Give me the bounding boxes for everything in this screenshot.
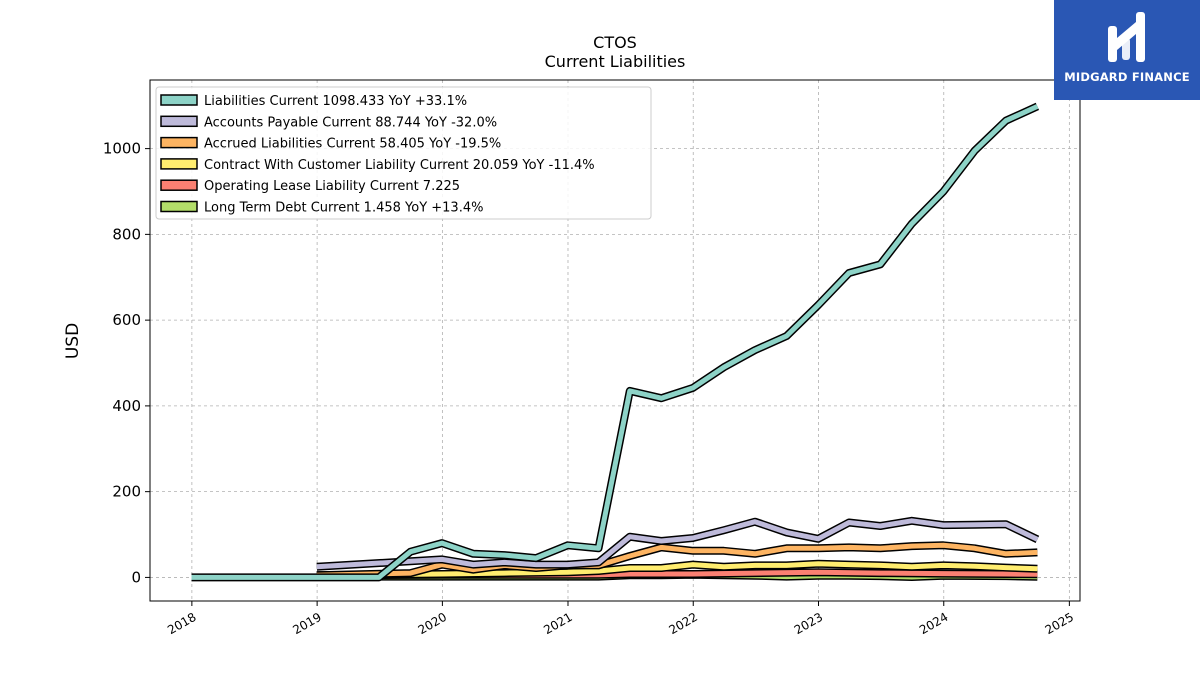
- legend-entry: Accrued Liabilities Current 58.405 YoY -…: [204, 137, 501, 152]
- legend-swatch: [160, 94, 198, 106]
- x-tick-label: 2024: [917, 610, 950, 637]
- legend-swatch: [160, 115, 198, 128]
- legend-entry: Long Term Debt Current 1.458 YoY +13.4%: [204, 201, 483, 216]
- x-tick-label: 2023: [792, 610, 825, 637]
- chart-subtitle: Current Liabilities: [545, 52, 686, 71]
- series-line: [316, 518, 1039, 570]
- legend-entry: Liabilities Current 1098.433 YoY +33.1%: [204, 94, 467, 109]
- legend-swatch: [160, 179, 198, 191]
- x-tick-label: 2018: [165, 610, 198, 637]
- series-line: [316, 542, 1038, 578]
- y-tick-label: 1000: [103, 140, 141, 158]
- plot-frame: [149, 79, 1081, 602]
- series-lines: [191, 102, 1040, 582]
- x-tick-label: 2025: [1043, 610, 1076, 637]
- y-tick-label: 600: [112, 311, 141, 329]
- legend-entry: Operating Lease Liability Current 7.225: [204, 179, 460, 194]
- series-line: [316, 561, 1038, 578]
- legend: Liabilities Current 1098.433 YoY +33.1% A…: [155, 86, 652, 220]
- series-line: [191, 104, 1039, 580]
- y-tick-label: 800: [112, 225, 141, 243]
- x-tick-label: 2022: [667, 610, 700, 637]
- legend-swatch: [160, 200, 198, 213]
- y-tick-label: 400: [112, 397, 141, 415]
- legend-entry: Accounts Payable Current 88.744 YoY -32.…: [204, 115, 497, 130]
- chart-title: CTOS: [593, 33, 637, 52]
- legend-swatch: [160, 158, 198, 170]
- y-axis: 0 200 400 600 800 1000: [103, 140, 150, 586]
- legend-box: [155, 86, 652, 220]
- x-tick-label: 2020: [416, 610, 449, 637]
- brand-logo: MIDGARD FINANCE: [1054, 0, 1200, 100]
- legend-entry: Contract With Customer Liability Current…: [204, 158, 595, 173]
- brand-name: MIDGARD FINANCE: [1064, 70, 1190, 84]
- y-axis-label: USD: [63, 323, 83, 359]
- legend-swatch: [160, 136, 198, 149]
- y-tick-label: 200: [112, 483, 141, 501]
- x-tick-label: 2019: [290, 610, 323, 637]
- midgard-logo-icon: [1108, 12, 1145, 62]
- x-tick-label: 2021: [541, 610, 574, 637]
- x-axis: 2018 2019 2020 2021 2022 2023 2024 2025: [165, 601, 1076, 637]
- y-tick-label: 0: [131, 568, 141, 586]
